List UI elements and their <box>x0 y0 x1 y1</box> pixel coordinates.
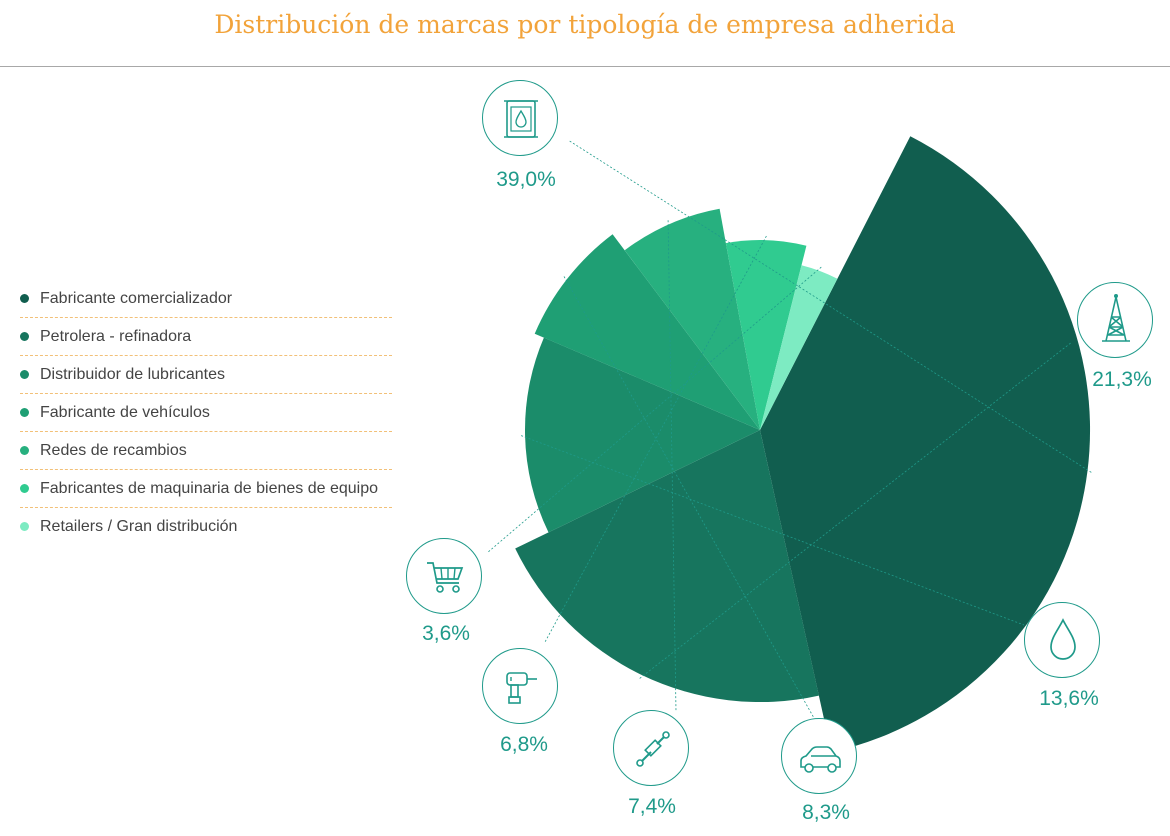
data-label: 13,6% <box>1039 687 1099 710</box>
car-icon <box>781 718 857 794</box>
pie-slice <box>524 337 760 533</box>
leader-line <box>667 220 677 713</box>
legend-label: Fabricantes de maquinaria de bienes de e… <box>40 479 379 497</box>
pie-slice <box>725 240 807 430</box>
data-label: 7,4% <box>628 795 676 818</box>
legend-item: Retailers / Gran distribución <box>20 508 392 545</box>
legend-item: Redes de recambios <box>20 432 392 470</box>
shopping-cart-icon <box>406 538 482 614</box>
title-divider <box>0 66 1170 67</box>
pie-slice <box>624 208 760 430</box>
legend-item: Petrolera - refinadora <box>20 318 392 356</box>
legend-label: Distribuidor de lubricantes <box>40 365 225 383</box>
drop-icon <box>1024 602 1100 678</box>
legend-item: Fabricante comercializador <box>20 280 392 318</box>
data-label: 21,3% <box>1092 368 1152 391</box>
legend-item: Distribuidor de lubricantes <box>20 356 392 394</box>
legend-item: Fabricantes de maquinaria de bienes de e… <box>20 470 392 508</box>
legend-swatch <box>20 332 29 341</box>
pie-slice <box>515 430 819 703</box>
pie-slice <box>760 136 1091 753</box>
data-label: 3,6% <box>422 622 470 645</box>
leader-line <box>639 341 1073 679</box>
leader-line <box>544 235 767 643</box>
pie-slice <box>534 234 760 430</box>
legend-swatch <box>20 484 29 493</box>
data-label: 39,0% <box>496 168 556 191</box>
pie-slice <box>760 265 838 430</box>
oil-derrick-icon <box>1077 282 1153 358</box>
leader-line <box>520 435 1025 626</box>
leader-line <box>486 266 822 554</box>
legend-swatch <box>20 294 29 303</box>
oil-can-icon <box>482 80 558 156</box>
chart-title: Distribución de marcas por tipología de … <box>214 10 956 39</box>
legend-swatch <box>20 522 29 531</box>
legend-swatch <box>20 446 29 455</box>
legend-item: Fabricante de vehículos <box>20 394 392 432</box>
legend: Fabricante comercializador Petrolera - re… <box>20 280 392 545</box>
legend-label: Redes de recambios <box>40 441 187 459</box>
leader-line <box>563 276 815 719</box>
drill-icon <box>482 648 558 724</box>
data-label: 8,3% <box>802 801 850 824</box>
leader-line <box>567 139 1092 473</box>
legend-label: Petrolera - refinadora <box>40 327 192 345</box>
data-label: 6,8% <box>500 733 548 756</box>
legend-swatch <box>20 370 29 379</box>
legend-label: Fabricante de vehículos <box>40 403 210 421</box>
legend-label: Fabricante comercializador <box>40 289 233 307</box>
legend-swatch <box>20 408 29 417</box>
shock-absorber-icon <box>613 710 689 786</box>
legend-label: Retailers / Gran distribución <box>40 517 238 535</box>
